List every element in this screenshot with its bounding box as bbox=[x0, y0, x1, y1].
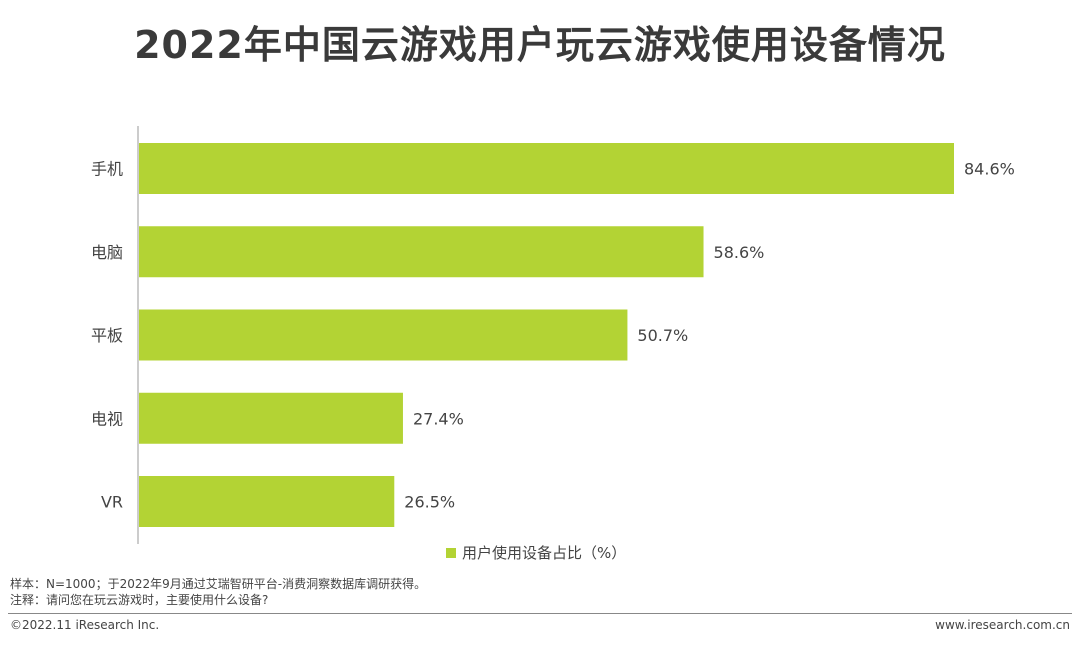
value-label-4: 27.4% bbox=[413, 409, 464, 428]
chart-title: 2022年中国云游戏用户玩云游戏使用设备情况 bbox=[134, 23, 946, 67]
category-label-5: VR bbox=[101, 493, 123, 512]
copyright-text: ©2022.11 iResearch Inc. bbox=[10, 618, 160, 632]
value-label-3: 50.7% bbox=[637, 326, 688, 345]
category-label-2: 电脑 bbox=[91, 243, 123, 262]
bar-2 bbox=[139, 226, 704, 278]
website-text: www.iresearch.com.cn bbox=[935, 618, 1070, 632]
value-label-1: 84.6% bbox=[964, 160, 1015, 179]
value-label-2: 58.6% bbox=[714, 243, 765, 262]
note-footnote: 注释：请问您在玩云游戏时，主要使用什么设备? bbox=[10, 593, 269, 607]
category-label-4: 电视 bbox=[91, 409, 123, 428]
legend: 用户使用设备占比（%） bbox=[446, 542, 626, 563]
bar-3 bbox=[139, 309, 628, 361]
value-label-5: 26.5% bbox=[404, 493, 455, 512]
sample-footnote: 样本：N=1000；于2022年9月通过艾瑞智研平台-消费洞察数据库调研获得。 bbox=[10, 577, 427, 591]
category-label-3: 平板 bbox=[91, 326, 123, 345]
footer-divider bbox=[8, 613, 1072, 614]
category-label-1: 手机 bbox=[91, 160, 123, 179]
legend-swatch bbox=[446, 547, 456, 558]
bar-1 bbox=[139, 143, 954, 194]
bar-4 bbox=[139, 392, 403, 444]
legend-label: 用户使用设备占比（%） bbox=[462, 544, 627, 562]
bar-5 bbox=[139, 476, 395, 527]
